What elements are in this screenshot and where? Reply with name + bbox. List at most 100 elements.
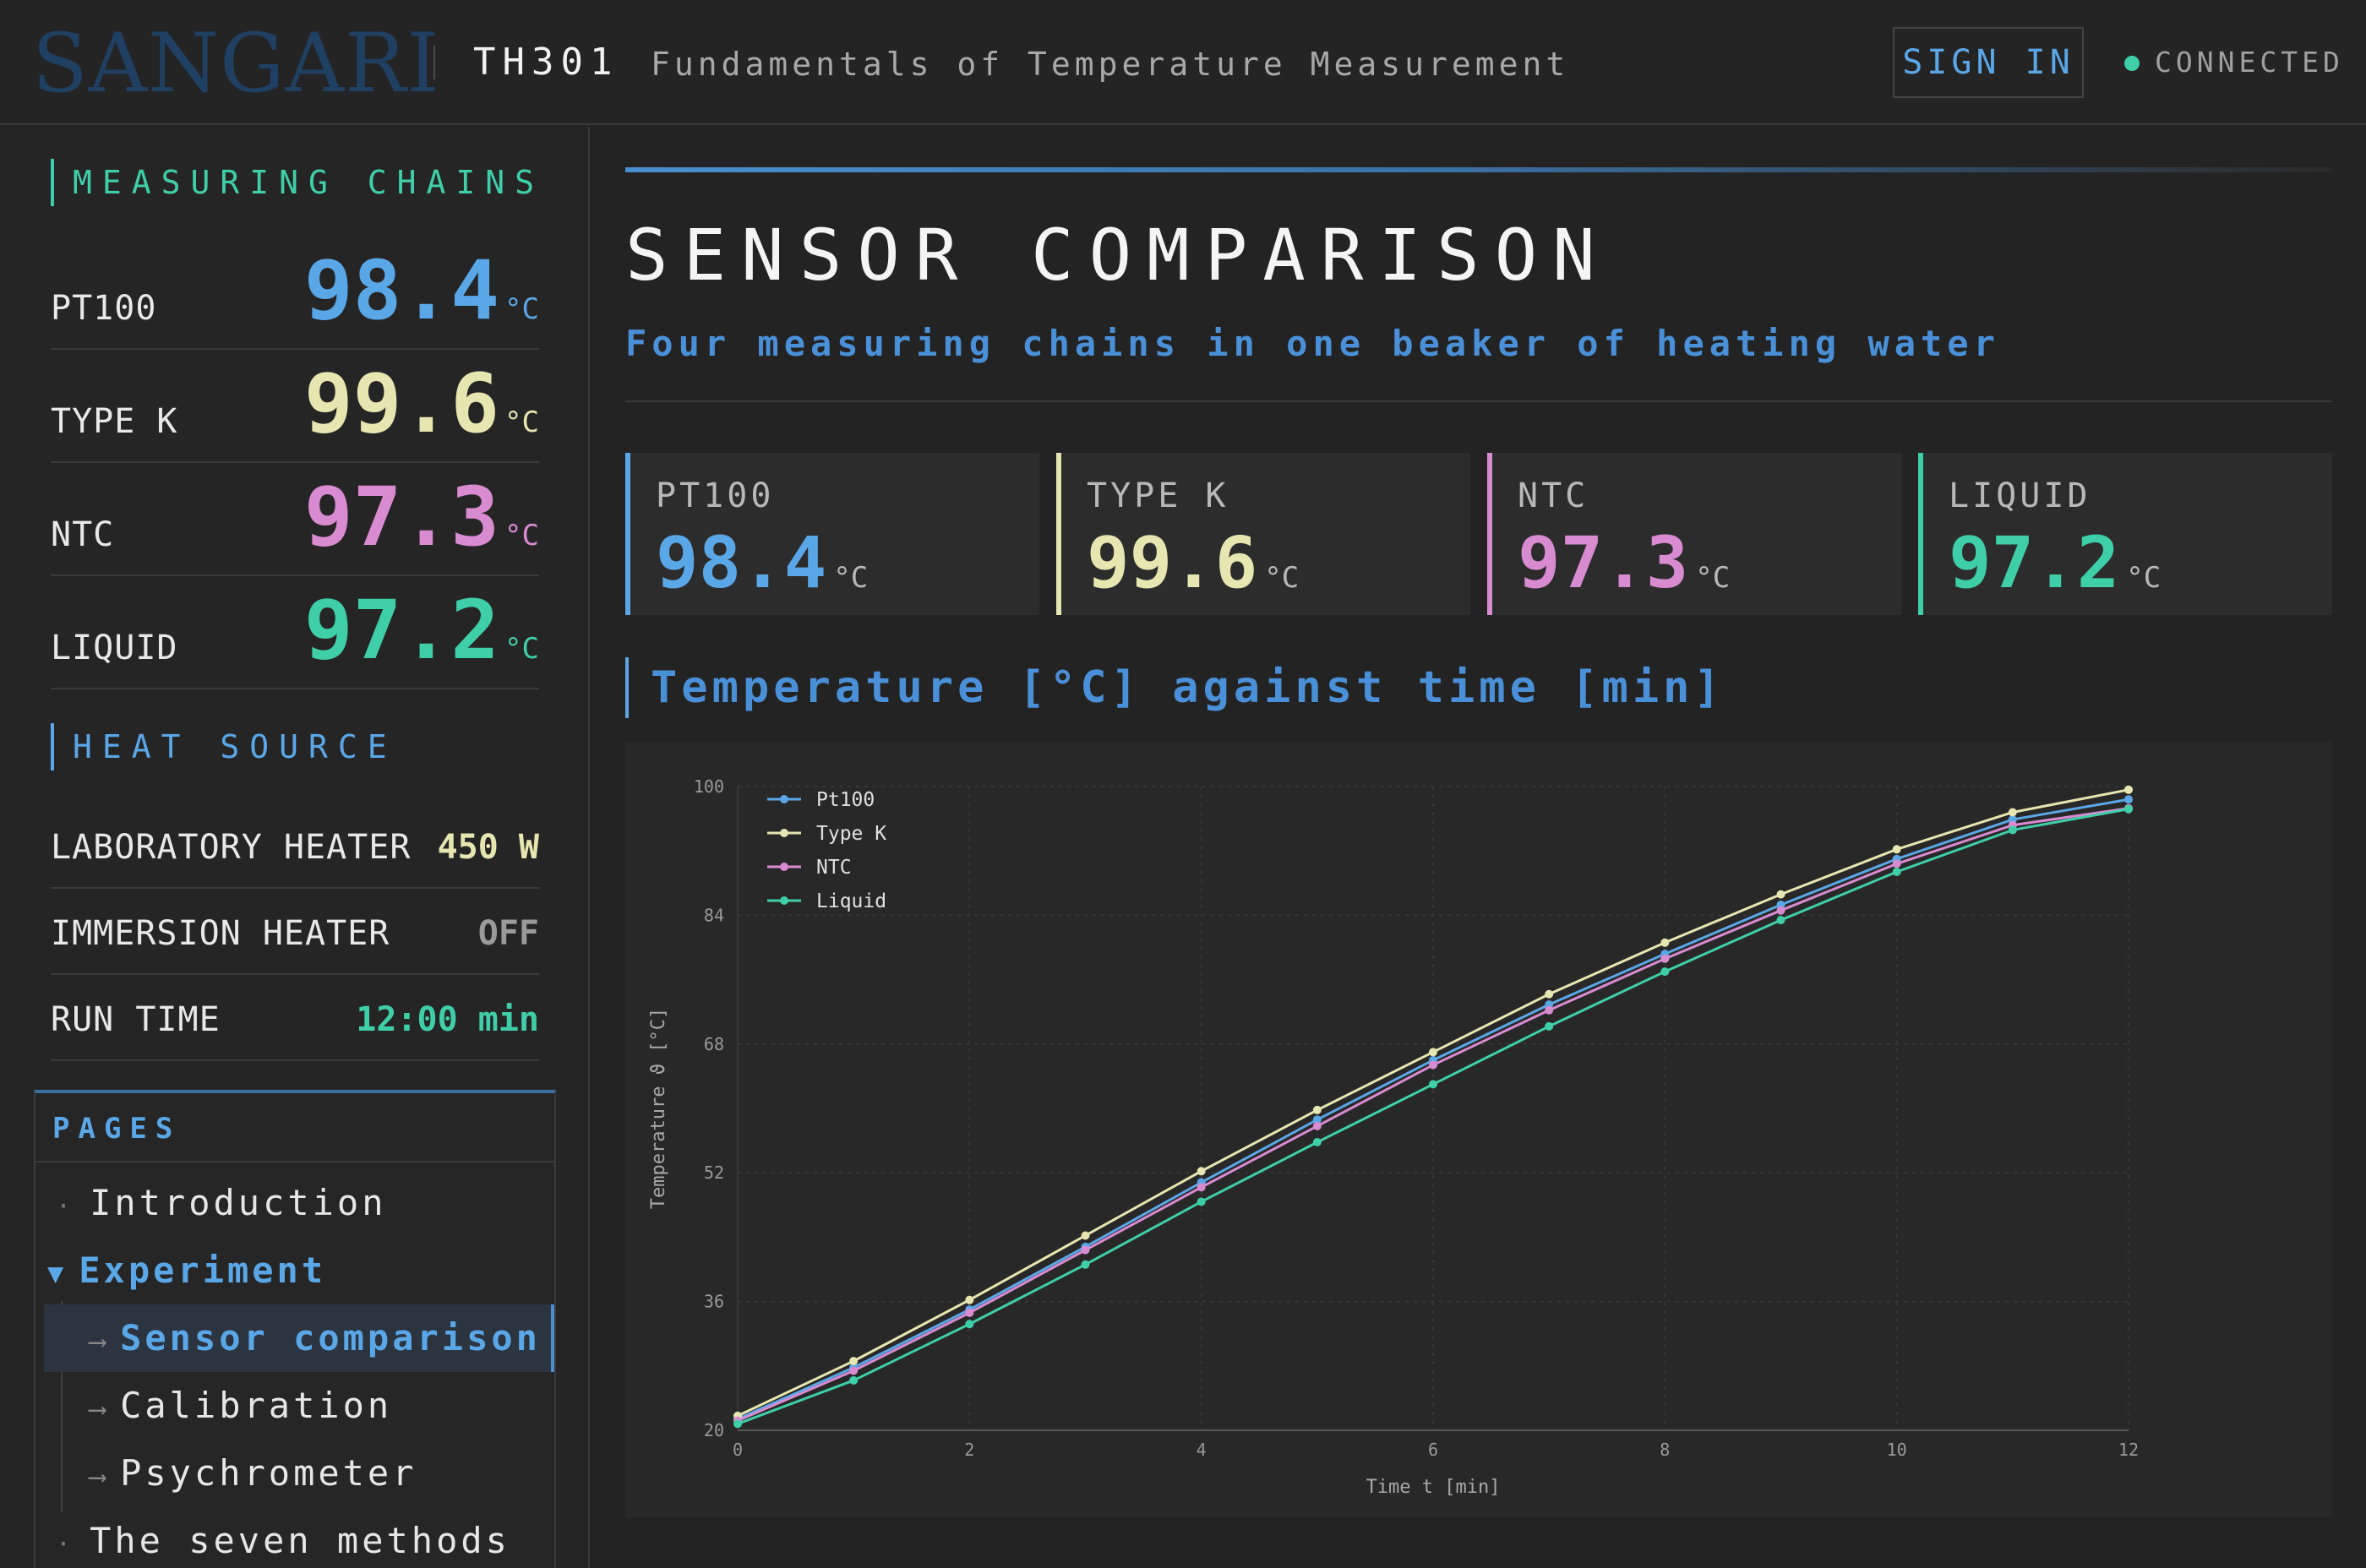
nav-item-psychrometer[interactable]: ⟶ Psychrometer xyxy=(90,1450,417,1501)
heat-label: IMMERSION HEATER xyxy=(51,914,390,953)
bullet-icon: · xyxy=(56,1192,75,1222)
top-header: SANGARI TH301 Fundamentals of Temperatur… xyxy=(0,0,2366,125)
nav-label: The seven methods xyxy=(90,1520,510,1561)
legend-entry: Type K xyxy=(816,823,886,845)
x-tick-label: 12 xyxy=(2118,1440,2139,1460)
legend-marker xyxy=(780,896,788,905)
card-number: 97.2 xyxy=(1949,521,2120,604)
data-point xyxy=(1312,1115,1322,1124)
card-value: 97.3 °C xyxy=(1518,522,1730,603)
pages-heading: PAGES xyxy=(52,1112,182,1146)
pages-divider xyxy=(35,1161,554,1162)
arrow-right-icon: ⟶ xyxy=(90,1395,109,1424)
chain-label: TYPE K xyxy=(51,402,178,441)
heat-value: 12:00 min xyxy=(356,1000,539,1039)
data-point xyxy=(1776,890,1785,899)
legend-entry: NTC xyxy=(816,857,852,879)
data-point xyxy=(1892,867,1901,876)
card-liquid: LIQUID 97.2 °C xyxy=(1918,453,2332,615)
data-point xyxy=(1660,938,1670,947)
card-value: 99.6 °C xyxy=(1087,522,1299,603)
chain-row-liquid: LIQUID 97.2 °C xyxy=(51,576,539,689)
nav-item-experiment[interactable]: ▼ Experiment xyxy=(47,1247,326,1297)
chain-number: 97.2 xyxy=(303,583,500,678)
card-value: 98.4 °C xyxy=(656,522,868,603)
data-point xyxy=(1660,954,1670,963)
triangle-down-icon: ▼ xyxy=(47,1257,68,1289)
heat-value: 450 W xyxy=(437,828,539,867)
y-tick-label: 36 xyxy=(704,1292,724,1312)
data-point xyxy=(2008,825,2017,835)
data-point xyxy=(1197,1167,1206,1176)
chain-unit: °C xyxy=(504,406,539,439)
chart-heading: Temperature [°C] against time [min] xyxy=(625,657,1725,718)
chain-value: 99.6 °C xyxy=(304,363,539,444)
nav-item-introduction[interactable]: · Introduction xyxy=(56,1179,387,1231)
card-type-k: TYPE K 99.6 °C xyxy=(1056,453,1470,615)
brand-logo[interactable]: SANGARI xyxy=(32,16,440,111)
y-tick-label: 20 xyxy=(704,1420,724,1440)
nav-item-seven-methods[interactable]: · The seven methods xyxy=(56,1517,510,1568)
legend-marker xyxy=(780,829,788,837)
y-tick-label: 52 xyxy=(704,1162,724,1183)
x-tick-label: 8 xyxy=(1660,1440,1670,1460)
course-title: Fundamentals of Temperature Measurement xyxy=(651,46,1570,83)
page-title: SENSOR COMPARISON xyxy=(625,214,1611,297)
connection-status-icon xyxy=(2124,56,2140,71)
nav-active-highlight xyxy=(44,1304,554,1372)
data-point xyxy=(965,1295,974,1304)
data-point xyxy=(1312,1105,1322,1114)
heat-row-immersion-heater: IMMERSION HEATER OFF xyxy=(51,889,539,975)
data-point xyxy=(1660,967,1670,977)
connection-status: CONNECTED xyxy=(2155,46,2344,79)
chain-number: 98.4 xyxy=(303,243,500,338)
chain-unit: °C xyxy=(504,632,539,666)
card-number: 98.4 xyxy=(656,521,827,604)
data-point xyxy=(2124,804,2133,814)
card-ntc: NTC 97.3 °C xyxy=(1487,453,1901,615)
x-axis-label: Time t [min] xyxy=(1366,1477,1501,1498)
measuring-chains-heading: MEASURING CHAINS xyxy=(51,159,544,206)
data-point xyxy=(965,1320,974,1329)
data-point xyxy=(2124,785,2133,794)
chain-label: NTC xyxy=(51,515,115,554)
data-point xyxy=(1429,1060,1437,1070)
card-value: 97.2 °C xyxy=(1949,522,2161,603)
y-axis-label: Temperature ϑ [°C] xyxy=(648,1008,669,1209)
sign-in-button[interactable]: SIGN IN xyxy=(1893,27,2084,98)
data-point xyxy=(1197,1183,1206,1192)
card-number: 97.3 xyxy=(1518,521,1689,604)
y-tick-label: 68 xyxy=(704,1034,724,1054)
legend-entry: Pt100 xyxy=(816,789,875,811)
data-point xyxy=(1429,1080,1437,1089)
legend-entry: Liquid xyxy=(816,890,886,912)
nav-label: Sensor comparison xyxy=(120,1317,541,1358)
chain-number: 99.6 xyxy=(303,357,500,451)
nav-label: Psychrometer xyxy=(120,1452,417,1494)
legend-marker xyxy=(780,795,788,803)
chain-label: PT100 xyxy=(51,289,157,328)
data-point xyxy=(1081,1231,1090,1240)
nav-item-calibration[interactable]: ⟶ Calibration xyxy=(90,1382,392,1434)
y-tick-label: 100 xyxy=(694,776,724,797)
chain-unit: °C xyxy=(504,292,539,326)
chain-row-type-k: TYPE K 99.6 °C xyxy=(51,350,539,463)
data-point xyxy=(1429,1048,1437,1057)
x-tick-label: 10 xyxy=(1887,1440,1907,1460)
nav-item-sensor-comparison[interactable]: ⟶ Sensor comparison xyxy=(90,1315,541,1366)
arrow-right-icon: ⟶ xyxy=(90,1462,109,1492)
card-number: 99.6 xyxy=(1087,521,1258,604)
data-point xyxy=(733,1419,742,1429)
chain-number: 97.3 xyxy=(303,470,500,564)
card-label: TYPE K xyxy=(1087,476,1229,515)
heat-value: OFF xyxy=(477,914,539,953)
data-point xyxy=(1545,1021,1554,1031)
data-point xyxy=(965,1308,974,1317)
chain-value: 97.3 °C xyxy=(304,476,539,558)
data-point xyxy=(1892,845,1901,854)
data-point xyxy=(1776,916,1785,925)
data-point xyxy=(1197,1197,1206,1206)
subtitle-divider xyxy=(625,400,2332,402)
chain-value: 97.2 °C xyxy=(304,590,539,671)
